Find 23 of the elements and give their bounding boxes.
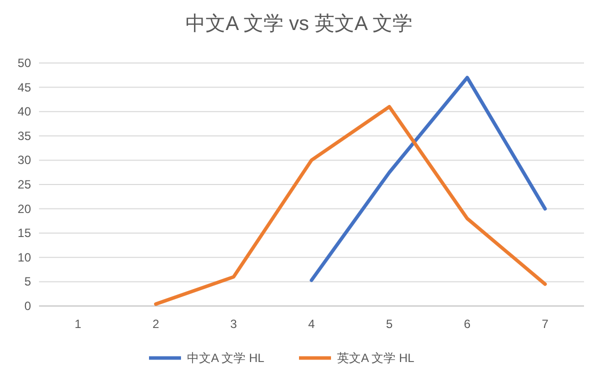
y-tick-label: 30 [18,153,32,168]
y-tick-label: 50 [18,56,32,70]
x-tick-label: 4 [308,317,316,331]
y-tick-label: 25 [18,178,32,192]
x-tick-label: 5 [386,317,394,331]
y-tick-label: 0 [24,299,32,313]
line-series [154,104,547,306]
y-tick-label: 35 [18,128,32,143]
x-tick-label: 3 [230,317,238,331]
y-tick-label: 40 [18,104,32,119]
legend-label: 中文A 文学 HL [187,351,265,365]
x-tick-label: 6 [464,317,471,331]
chart-title: 中文A 文学 vs 英文A 文学 [186,13,412,35]
y-tick-label: 15 [18,226,32,240]
y-tick-label: 10 [18,250,32,264]
y-tick-label: 5 [24,274,32,289]
y-tick-label: 20 [18,202,32,216]
x-tick-label: 1 [74,317,82,331]
y-tick-label: 45 [18,80,32,94]
x-tick-label: 2 [152,317,160,331]
legend-label: 英文A 文学 HL [337,351,415,365]
line-series [310,76,547,282]
x-tick-label: 7 [542,317,549,331]
